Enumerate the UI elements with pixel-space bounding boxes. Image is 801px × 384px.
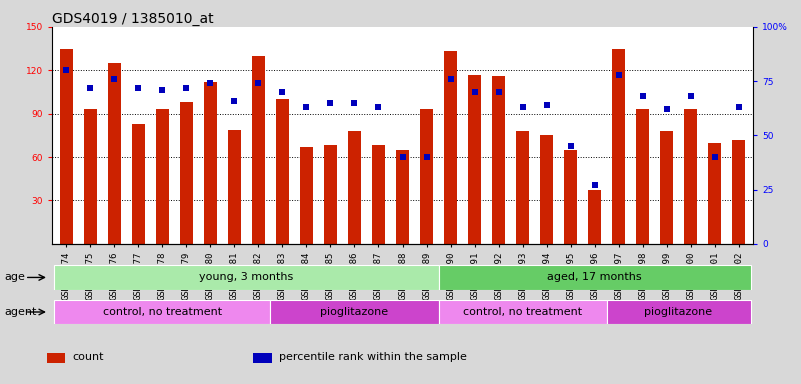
Point	[492, 89, 505, 95]
Point	[516, 104, 529, 110]
Bar	[156, 109, 169, 244]
Bar	[300, 147, 313, 244]
Text: pioglitazone: pioglitazone	[320, 307, 388, 317]
Text: control, no treatment: control, no treatment	[103, 307, 222, 317]
Bar	[708, 142, 721, 244]
Bar	[468, 74, 481, 244]
Bar	[271, 300, 438, 324]
Point	[612, 71, 625, 78]
Bar	[684, 109, 697, 244]
Bar	[180, 102, 193, 244]
Bar	[438, 300, 606, 324]
Point	[276, 89, 289, 95]
Bar	[636, 109, 649, 244]
Point	[660, 106, 673, 113]
Point	[108, 76, 121, 82]
Text: young, 3 months: young, 3 months	[199, 272, 294, 283]
Point	[564, 143, 577, 149]
Point	[132, 84, 145, 91]
Bar	[348, 131, 361, 244]
Point	[228, 98, 241, 104]
Point	[324, 100, 337, 106]
Point	[732, 104, 745, 110]
Text: pioglitazone: pioglitazone	[645, 307, 713, 317]
Bar	[54, 265, 438, 290]
Text: count: count	[73, 352, 104, 362]
Bar	[396, 150, 409, 244]
Text: control, no treatment: control, no treatment	[463, 307, 582, 317]
Point	[156, 87, 169, 93]
Point	[300, 104, 313, 110]
Point	[372, 104, 385, 110]
Bar	[276, 99, 289, 244]
Bar	[60, 49, 73, 244]
Bar	[372, 146, 385, 244]
Point	[252, 80, 265, 86]
Bar	[54, 300, 271, 324]
Text: GDS4019 / 1385010_at: GDS4019 / 1385010_at	[52, 12, 214, 26]
Point	[420, 154, 433, 160]
Text: percentile rank within the sample: percentile rank within the sample	[279, 352, 467, 362]
Text: aged, 17 months: aged, 17 months	[547, 272, 642, 283]
Point	[180, 84, 193, 91]
Point	[84, 84, 97, 91]
Bar	[253, 353, 272, 363]
Point	[348, 100, 361, 106]
Bar	[444, 51, 457, 244]
Point	[204, 80, 217, 86]
Point	[588, 182, 601, 188]
Bar	[492, 76, 505, 244]
Bar	[606, 300, 751, 324]
Bar	[516, 131, 529, 244]
Bar	[540, 136, 553, 244]
Point	[636, 93, 649, 99]
Bar	[132, 124, 145, 244]
Bar	[84, 109, 97, 244]
Point	[684, 93, 697, 99]
Point	[396, 154, 409, 160]
Text: age: age	[4, 272, 25, 283]
Point	[60, 67, 73, 73]
Bar	[438, 265, 751, 290]
Bar	[660, 131, 673, 244]
Bar	[204, 82, 217, 244]
Point	[540, 102, 553, 108]
Point	[444, 76, 457, 82]
Bar	[588, 190, 601, 244]
Point	[708, 154, 721, 160]
Bar	[252, 56, 265, 244]
Bar	[612, 49, 625, 244]
Bar	[732, 140, 745, 244]
Bar	[108, 63, 121, 244]
Text: agent: agent	[4, 307, 36, 317]
Point	[468, 89, 481, 95]
Bar	[420, 109, 433, 244]
Bar	[324, 146, 337, 244]
Bar	[227, 129, 241, 244]
Bar	[564, 150, 578, 244]
Bar	[46, 353, 65, 363]
